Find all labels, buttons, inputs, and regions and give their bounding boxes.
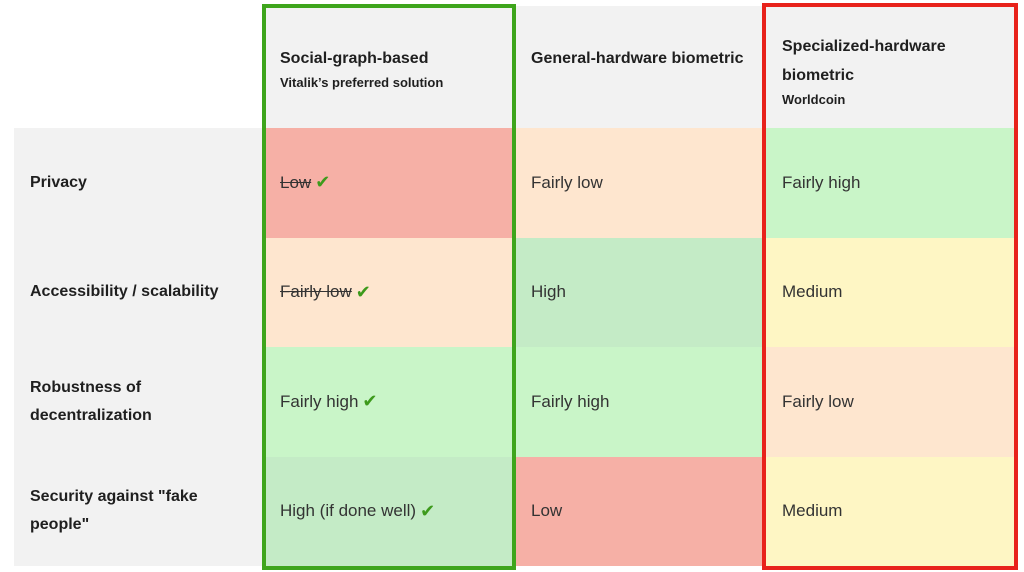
cell-text: Fairly high	[531, 391, 610, 411]
cell-text: High	[531, 282, 566, 302]
cell-text: Low	[280, 172, 312, 192]
row-label-text: Privacy	[30, 173, 87, 191]
cell-robustness-general-hardware: Fairly high	[513, 347, 764, 457]
cell-accessibility-social-graph: Fairly low ✔	[266, 237, 513, 347]
cell-robustness-specialized-hardware: Fairly low	[764, 347, 1014, 457]
row-label-text: Robustness of decentralization	[30, 378, 152, 424]
cell-text: Medium	[782, 282, 843, 302]
row-label-robustness: Robustness of decentralization	[14, 347, 266, 457]
cell-accessibility-specialized-hardware: Medium	[764, 237, 1014, 347]
column-subtitle: Worldcoin	[782, 92, 846, 107]
cell-privacy-specialized-hardware: Fairly high	[764, 128, 1014, 238]
cell-text: Fairly low	[782, 391, 854, 411]
cell-privacy-general-hardware: Fairly low	[513, 128, 764, 238]
row-label-text: Security against "fake people"	[30, 488, 198, 534]
cell-security-social-graph: High (if done well) ✔	[266, 456, 513, 566]
column-subtitle: Vitalik’s preferred solution	[280, 75, 444, 90]
column-title: Social-graph-based	[280, 50, 429, 67]
row-label-privacy: Privacy	[14, 128, 266, 238]
column-header-specialized-hardware: Specialized-hardware biometric Worldcoin	[764, 6, 1014, 128]
cell-text: Fairly low	[280, 282, 352, 302]
cell-robustness-social-graph: Fairly high ✔	[266, 347, 513, 457]
column-header-general-hardware: General-hardware biometric	[513, 6, 764, 128]
cell-text: Fairly high	[782, 172, 861, 192]
row-label-security: Security against "fake people"	[14, 456, 266, 566]
row-label-text: Accessibility / scalability	[30, 283, 219, 301]
cell-text: Medium	[782, 501, 843, 521]
column-title: Specialized-hardware biometric	[782, 38, 946, 84]
check-icon: ✔	[355, 281, 371, 302]
cell-security-general-hardware: Low	[513, 456, 764, 566]
row-label-accessibility: Accessibility / scalability	[14, 237, 266, 347]
cell-text: High (if done well)	[280, 501, 417, 521]
column-title: General-hardware biometric	[531, 50, 744, 67]
cell-accessibility-general-hardware: High	[513, 237, 764, 347]
cell-security-specialized-hardware: Medium	[764, 456, 1014, 566]
cell-text: Fairly high	[280, 391, 359, 411]
cell-text: Fairly low	[531, 172, 603, 192]
check-icon: ✔	[362, 391, 378, 412]
column-header-social-graph: Social-graph-based Vitalik’s preferred s…	[266, 6, 513, 128]
cell-privacy-social-graph: Low ✔	[266, 128, 513, 238]
check-icon: ✔	[420, 500, 436, 521]
cell-text: Low	[531, 501, 563, 521]
check-icon: ✔	[315, 172, 331, 193]
